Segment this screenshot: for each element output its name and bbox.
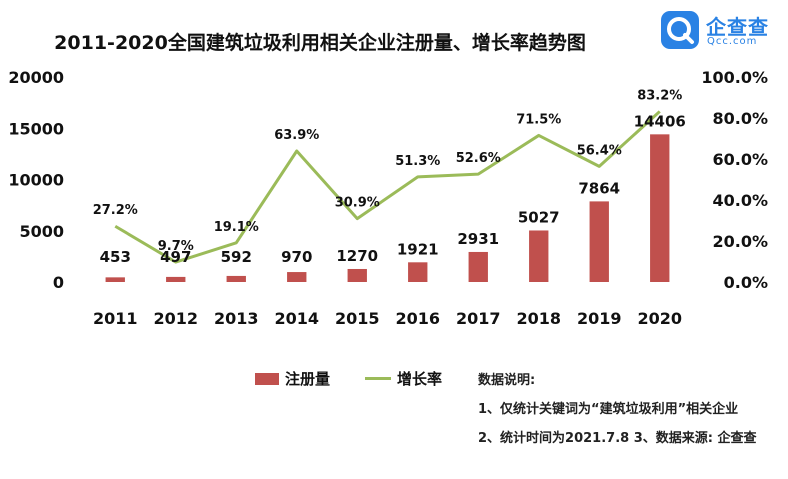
right-axis-ticks: 100.0% 80.0% 60.0% 40.0% 20.0% 0.0% <box>701 68 768 292</box>
brand-logo: 企查查 Qcc.com <box>660 10 780 50</box>
bar <box>105 277 125 282</box>
right-axis-tick-label: 0.0% <box>724 273 768 292</box>
rate-value-label: 71.5% <box>516 112 561 127</box>
right-axis-tick-label: 100.0% <box>701 68 768 87</box>
bar-value-label: 7864 <box>578 179 620 197</box>
rate-value-label: 83.2% <box>637 88 682 103</box>
left-axis-tick-label: 0 <box>53 273 64 292</box>
bar <box>589 201 609 282</box>
rate-value-label: 52.6% <box>456 151 501 166</box>
logo-url: Qcc.com <box>707 36 758 47</box>
bar-value-label: 2931 <box>457 230 499 248</box>
notes-line-1: 1、仅统计关键词为“建筑垃圾利用”相关企业 <box>478 402 739 417</box>
bar-value-label: 970 <box>281 248 312 266</box>
bar-value-label: 592 <box>221 248 252 266</box>
legend-item-line: 增长率 <box>365 368 442 389</box>
growth-rate-line <box>114 110 661 264</box>
bar-value-label: 497 <box>160 248 191 266</box>
bar-value-label: 5027 <box>518 208 560 226</box>
bar <box>226 275 246 282</box>
rate-value-label: 19.1% <box>214 220 259 235</box>
right-axis-tick-label: 20.0% <box>712 232 768 251</box>
category-axis-labels: 2011 2012 2013 2014 2015 2016 2017 2018 2019 2020 <box>93 309 682 328</box>
rate-value-label: 51.3% <box>395 154 440 169</box>
notes-line-2: 2、统计时间为2021.7.8 3、数据来源: 企查查 <box>478 431 757 446</box>
right-axis-tick-label: 40.0% <box>712 191 768 210</box>
rate-value-label: 9.7% <box>158 239 194 254</box>
bar-value-label: 1921 <box>397 240 439 258</box>
rate-value-label: 27.2% <box>93 203 138 218</box>
bar-series <box>105 134 670 282</box>
bar-value-label: 453 <box>100 248 131 266</box>
left-axis-tick-label: 5000 <box>19 222 64 241</box>
bar <box>287 272 307 282</box>
notes-heading: 数据说明: <box>478 373 536 388</box>
legend-swatch-bar <box>255 372 279 385</box>
legend-item-bar: 注册量 <box>255 368 330 389</box>
rate-value-labels: 27.2% 9.7% 19.1% 63.9% 30.9% 51.3% 52.6% 71.5% 5… <box>93 88 683 254</box>
bar-value-label: 14406 <box>634 112 686 130</box>
rate-value-label: 30.9% <box>335 196 380 211</box>
category-label: 2017 <box>456 309 501 328</box>
right-axis-tick-label: 60.0% <box>712 150 768 169</box>
category-label: 2015 <box>335 309 380 328</box>
rate-value-label: 63.9% <box>274 128 319 143</box>
bar <box>529 230 549 282</box>
category-label: 2019 <box>577 309 622 328</box>
line-series <box>114 110 661 264</box>
legend-swatch-line <box>365 377 391 380</box>
left-axis-tick-label: 10000 <box>8 171 64 190</box>
bar <box>347 268 367 282</box>
left-axis-tick-label: 20000 <box>8 68 64 87</box>
category-label: 2016 <box>395 309 440 328</box>
category-label: 2011 <box>93 309 138 328</box>
bar <box>468 251 488 282</box>
category-label: 2013 <box>214 309 259 328</box>
rate-value-label: 56.4% <box>577 143 622 158</box>
bar <box>166 276 186 282</box>
qcc-logo-icon <box>661 11 699 49</box>
bar <box>650 134 670 282</box>
bar-value-label: 1270 <box>336 247 378 265</box>
category-label: 2018 <box>516 309 561 328</box>
category-label: 2012 <box>153 309 198 328</box>
legend-label-line: 增长率 <box>397 370 443 388</box>
data-notes: 数据说明: 1、仅统计关键词为“建筑垃圾利用”相关企业 2、统计时间为2021.… <box>478 372 757 459</box>
bar <box>408 262 428 282</box>
category-label: 2014 <box>274 309 319 328</box>
legend-label-bar: 注册量 <box>285 370 331 388</box>
right-axis-tick-label: 80.0% <box>712 109 768 128</box>
left-axis-ticks: 20000 15000 10000 5000 0 <box>8 68 64 292</box>
logo-name: 企查查 <box>706 15 769 39</box>
chart-title: 2011-2020全国建筑垃圾利用相关企业注册量、增长率趋势图 <box>54 32 586 54</box>
left-axis-tick-label: 15000 <box>8 119 64 138</box>
category-label: 2020 <box>637 309 682 328</box>
bar-value-labels: 453 497 592 970 1270 1921 2931 5027 7864 14406 <box>100 112 686 266</box>
